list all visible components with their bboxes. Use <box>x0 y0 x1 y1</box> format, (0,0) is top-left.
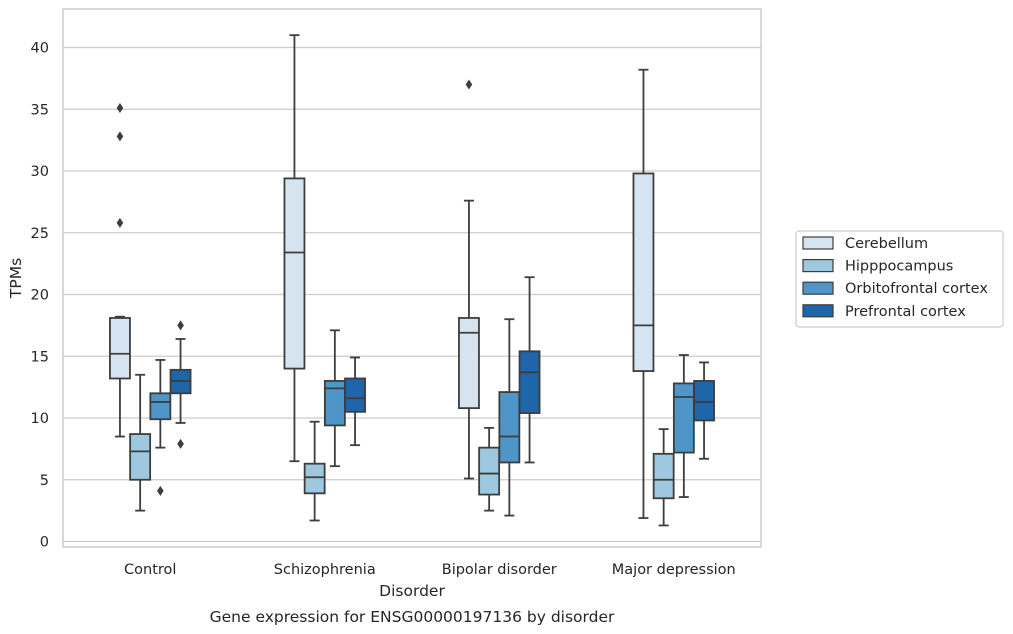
y-tick-label: 20 <box>31 288 49 304</box>
legend-label: Hipppocampus <box>845 259 953 275</box>
box-3-1 <box>652 428 675 527</box>
box-body <box>498 391 521 464</box>
box-0-0 <box>109 103 131 438</box>
y-tick-label: 5 <box>40 473 49 489</box>
x-tick-label: Major depression <box>612 562 736 578</box>
legend-swatch <box>802 281 834 295</box>
box-body <box>149 392 172 421</box>
y-tick-labels: 0 5 10 15 20 25 30 35 40 <box>31 41 49 551</box>
box-0-2 <box>149 359 172 496</box>
box-body <box>478 446 501 496</box>
box-body <box>303 462 326 495</box>
y-axis-label: TPMs <box>7 258 25 299</box>
x-tick-label: Control <box>124 562 176 578</box>
y-tick-label: 15 <box>31 349 49 365</box>
boxes <box>109 34 715 527</box>
box-2-2 <box>498 318 521 517</box>
x-tick-label: Schizophrenia <box>274 562 376 578</box>
legend: Cerebellum Hipppocampus Orbitofrontal cort… <box>795 230 1004 328</box>
box-3-3 <box>693 361 715 460</box>
box-1-3 <box>344 356 366 447</box>
box-body <box>518 350 541 414</box>
y-tick-label: 0 <box>40 535 49 551</box>
flier-point <box>116 131 124 142</box>
x-axis-label: Disorder <box>379 582 445 600</box>
box-3-0 <box>632 68 655 519</box>
box-body <box>283 177 306 370</box>
box-0-1 <box>129 373 152 512</box>
box-body <box>129 433 152 481</box>
y-tick-label: 10 <box>31 411 49 427</box>
box-0-3 <box>169 320 192 449</box>
legend-label: Orbitofrontal cortex <box>845 281 988 297</box>
y-tick-label: 30 <box>31 164 49 180</box>
y-tick-label: 25 <box>31 226 49 242</box>
gridlines <box>63 46 761 543</box>
flier-point <box>465 79 473 90</box>
legend-frame <box>795 230 1004 328</box>
box-1-0 <box>283 34 306 463</box>
legend-label: Prefrontal cortex <box>845 304 966 320</box>
box-body <box>652 452 675 500</box>
box-2-1 <box>478 426 501 512</box>
x-tick-labels: Control Schizophrenia Bipolar disorder Majo… <box>124 562 736 578</box>
box-3-2 <box>672 354 695 498</box>
box-body <box>109 317 131 380</box>
y-tick-label: 35 <box>31 102 49 118</box>
x-tick-label: Bipolar disorder <box>442 562 557 578</box>
plot-frame <box>62 8 762 548</box>
box-body <box>458 317 480 410</box>
flier-point <box>157 485 164 496</box>
flier-point <box>177 438 184 449</box>
legend-label: Cerebellum <box>845 236 928 252</box>
chart-caption: Gene expression for ENSG00000197136 by d… <box>210 608 615 626</box>
box-body <box>632 172 655 372</box>
box-body <box>672 382 695 454</box>
legend-swatch <box>802 304 834 318</box>
box-body <box>344 377 366 413</box>
legend-swatch <box>802 259 834 273</box>
legend-swatch <box>802 236 834 250</box>
flier-point <box>116 217 124 228</box>
y-tick-label: 40 <box>31 41 49 57</box>
box-1-1 <box>303 420 326 522</box>
box-2-0 <box>458 79 480 480</box>
box-2-3 <box>518 276 541 464</box>
box-body <box>693 380 715 422</box>
flier-point <box>177 320 184 331</box>
flier-point <box>116 103 124 114</box>
